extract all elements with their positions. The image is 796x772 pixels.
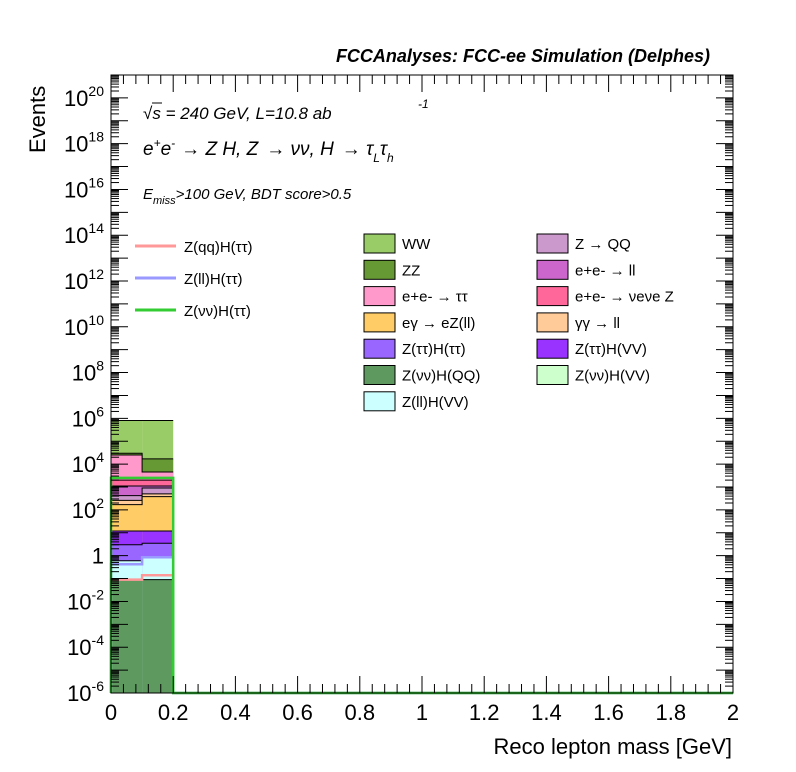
legend-swatch-z-h-vv: [536, 365, 569, 385]
stack-outline-10: [111, 454, 174, 473]
process-sub-L: L: [373, 151, 380, 165]
x-tick-label-8: 1.4: [531, 700, 562, 725]
x-tick-label-2: 0.2: [158, 700, 189, 725]
x-tick-label-7: 1.2: [469, 700, 500, 725]
energy-text: s = 240 GeV, L=10.8 ab: [152, 104, 331, 123]
legend-label-z-qq: Z → QQ: [575, 236, 631, 253]
legend-swatch-z-ll-h-vv: [363, 391, 396, 412]
process-minus: -: [171, 136, 175, 150]
legend-swatch-e-e-e-e-z: [536, 286, 569, 307]
process-tau2: τ: [380, 139, 389, 160]
selection-E: E: [143, 186, 154, 203]
legend-label-e-e: e+e- → ττ: [402, 289, 468, 306]
legend-label-e-ez-ll: eγ → eZ(ll): [402, 315, 475, 332]
stack-outline-7: [111, 487, 174, 497]
y-tick-label-3: 1016: [64, 174, 104, 202]
y-tick-label-10: 102: [72, 495, 104, 523]
x-axis-label: Reco lepton mass [GeV]: [494, 734, 732, 759]
legend-swatch-z-h-vv: [536, 338, 569, 359]
y-tick-labels: 1020 1018 1016 1014 1012 1010 108 106 104 102 1 10-…: [64, 83, 104, 706]
signal-line-z-h: [109, 476, 733, 695]
x-tick-label-6: 1: [416, 700, 428, 725]
process-annotation: e+e- → Z H, Z → νν, H → τLτh: [143, 136, 394, 165]
signal-line-z-ll-h: [109, 556, 733, 695]
selection-rest: >100 GeV, BDT score>0.5: [176, 186, 352, 203]
process-e2: e: [161, 139, 172, 160]
y-tick-label-13: 10-4: [67, 632, 104, 660]
legend-label-z-h: Z(νν)H(ττ): [184, 303, 251, 320]
legend-label-z-h-vv: Z(νν)H(VV): [575, 368, 650, 385]
stack-outline-5: [111, 496, 174, 506]
x-tick-label-11: 2: [727, 700, 739, 725]
y-tick-label-1: 1020: [64, 83, 104, 111]
x-tick-label-9: 1.6: [593, 700, 624, 725]
y-axis-label: Events: [25, 86, 50, 153]
signal-line-z-qq-h: [109, 573, 733, 695]
y-tick-label-8: 106: [72, 403, 104, 431]
svg-text:√s = 240 GeV, L=10.8 ab: √s = 240 GeV, L=10.8 ab: [143, 104, 332, 123]
stack-outline-3: [111, 542, 174, 546]
tick-layer: [110, 74, 734, 694]
energy-annotation: √s = 240 GeV, L=10.8 ab -1: [143, 97, 429, 123]
x-tick-labels: 0 0.2 0.4 0.6 0.8 1 1.2 1.4 1.6 1.8 2: [105, 700, 739, 725]
signal-layer: [109, 476, 733, 695]
y-tick-label-5: 1012: [64, 266, 104, 294]
chart-header-title: FCCAnalyses: FCC-ee Simulation (Delphes): [336, 46, 710, 66]
x-tick-label-10: 1.8: [656, 700, 687, 725]
legend-label-ww: WW: [402, 236, 431, 253]
legend-label-zz: ZZ: [402, 262, 420, 279]
process-arrow3: → τ: [342, 139, 375, 160]
process-arrow2: → νν, H: [266, 139, 334, 160]
legend-swatch-z-h: [363, 338, 396, 359]
legend-label-z-h-vv: Z(ττ)H(VV): [575, 341, 647, 358]
legend-swatch-e-ez-ll: [363, 312, 396, 333]
svg-text:e+e-→ Z H, Z→ νν, H→ τLτh: e+e- → Z H, Z → νν, H → τLτh: [143, 136, 394, 165]
y-tick-label-4: 1014: [64, 220, 104, 248]
legend-label-e-e-ll: e+e- → ll: [575, 262, 635, 279]
legend-label-ll: γγ → ll: [575, 315, 620, 332]
stack-bar-1-bin-2: [142, 579, 174, 693]
lumi-exponent: -1: [418, 97, 429, 111]
legend-swatch-ll: [536, 312, 569, 333]
legend-swatch-ww: [363, 233, 396, 254]
legend-label-z-h-qq: Z(νν)H(QQ): [402, 368, 480, 385]
legend-label-z-ll-h-vv: Z(ll)H(VV): [402, 394, 469, 411]
process-e1: e: [143, 139, 154, 160]
legend-label-z-h: Z(ττ)H(ττ): [402, 341, 466, 358]
y-tick-label-11: 1: [92, 544, 104, 569]
sqrt-symbol: √: [143, 104, 153, 123]
process-plus: +: [154, 136, 161, 150]
y-tick-label-6: 1010: [64, 312, 104, 340]
legend-label-e-e-e-e-z: e+e- → νeνe Z: [575, 289, 674, 306]
legend-label-z-ll-h: Z(ll)H(ττ): [184, 271, 243, 288]
svg-text:Emiss>100 GeV, BDT score>0.5: Emiss>100 GeV, BDT score>0.5: [143, 186, 352, 207]
legend-swatch-z-qq: [536, 233, 569, 254]
y-tick-label-14: 10-6: [67, 678, 104, 706]
legend-swatch-z-h-qq: [363, 365, 396, 385]
legend-swatch-e-e-ll: [536, 259, 569, 280]
y-tick-label-9: 104: [72, 449, 104, 477]
legend-label-z-qq-h: Z(qq)H(ττ): [184, 239, 253, 256]
legend-swatch-zz: [363, 259, 396, 280]
x-tick-label-5: 0.8: [345, 700, 376, 725]
x-tick-label-4: 0.6: [282, 700, 313, 725]
process-sub-h: h: [387, 151, 394, 165]
legend: Z(qq)H(ττ) Z(ll)H(ττ) Z(νν)H(ττ) WW ZZ e+e- →…: [135, 233, 674, 412]
process-arrow1: → Z H, Z: [181, 139, 259, 160]
y-tick-label-2: 1018: [64, 129, 104, 157]
selection-annotation: Emiss>100 GeV, BDT score>0.5: [143, 186, 352, 207]
y-tick-label-7: 108: [72, 358, 104, 386]
x-tick-label-1: 0: [105, 700, 117, 725]
selection-sub: miss: [153, 195, 176, 207]
y-tick-label-12: 10-2: [67, 586, 104, 614]
x-tick-label-3: 0.4: [220, 700, 251, 725]
legend-swatch-e-e: [363, 286, 396, 307]
